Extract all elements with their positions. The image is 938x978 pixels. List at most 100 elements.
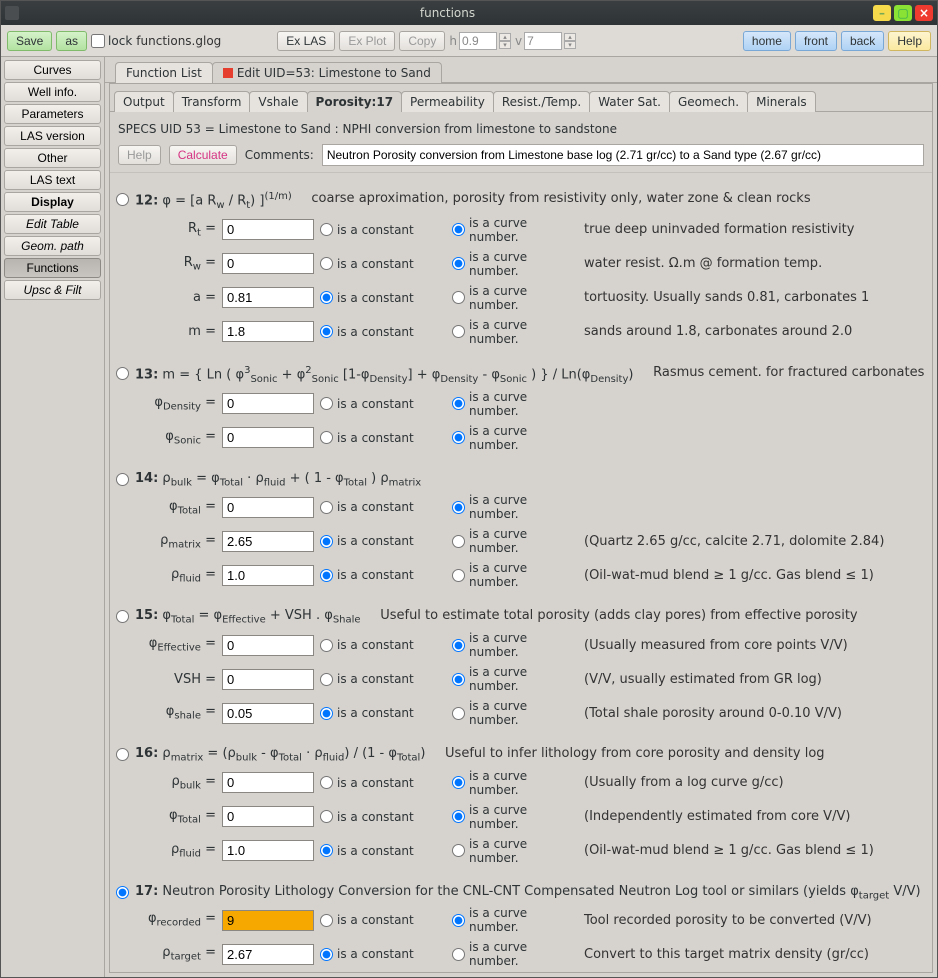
param-value-input[interactable] [222,531,314,552]
subtab-water-sat-[interactable]: Water Sat. [589,91,670,112]
sidebar-item-las-text[interactable]: LAS text [4,170,101,190]
is-constant-radio[interactable]: is a constant [320,325,446,339]
tab-edit-uid[interactable]: Edit UID=53: Limestone to Sand [212,62,442,83]
param-value-input[interactable] [222,772,314,793]
is-curve-radio[interactable]: is a curve number. [452,699,578,727]
window-close-button[interactable]: × [915,5,933,21]
param-value-input[interactable] [222,669,314,690]
inline-help-button[interactable]: Help [118,145,161,165]
param-value-input[interactable] [222,497,314,518]
help-button[interactable]: Help [888,31,931,51]
is-curve-radio[interactable]: is a curve number. [452,216,578,244]
copy-button[interactable]: Copy [399,31,445,51]
is-constant-radio[interactable]: is a constant [320,291,446,305]
is-constant-radio[interactable]: is a constant [320,672,446,686]
sidebar-item-functions[interactable]: Functions [4,258,101,278]
tab-function-list[interactable]: Function List [115,62,213,83]
equation-select-radio[interactable] [116,610,129,623]
param-value-input[interactable] [222,944,314,965]
is-constant-radio[interactable]: is a constant [320,776,446,790]
is-curve-radio[interactable]: is a curve number. [452,803,578,831]
param-value-input[interactable] [222,427,314,448]
is-constant-radio[interactable]: is a constant [320,947,446,961]
equation-select-radio[interactable] [116,193,129,206]
is-curve-radio[interactable]: is a curve number. [452,561,578,589]
comments-input[interactable] [322,144,924,166]
equations-scroll[interactable]: 12: φ = [a Rw / Rt) ](1/m) coarse aproxi… [110,172,932,972]
sidebar-item-edit-table[interactable]: Edit Table [4,214,101,234]
param-value-input[interactable] [222,219,314,240]
equation-select-radio[interactable] [116,473,129,486]
is-constant-radio[interactable]: is a constant [320,706,446,720]
back-button[interactable]: back [841,31,884,51]
is-constant-radio[interactable]: is a constant [320,257,446,271]
is-curve-radio[interactable]: is a curve number. [452,769,578,797]
lock-checkbox[interactable]: lock [91,34,132,48]
is-constant-radio[interactable]: is a constant [320,223,446,237]
is-constant-radio[interactable]: is a constant [320,844,446,858]
is-curve-radio[interactable]: is a curve number. [452,318,578,346]
is-curve-radio[interactable]: is a curve number. [452,424,578,452]
is-curve-radio[interactable]: is a curve number. [452,284,578,312]
sidebar-item-curves[interactable]: Curves [4,60,101,80]
sidebar-item-las-version[interactable]: LAS version [4,126,101,146]
equation-select-radio[interactable] [116,367,129,380]
is-curve-radio[interactable]: is a curve number. [452,837,578,865]
sidebar-item-geom-path[interactable]: Geom. path [4,236,101,256]
subtab-transform[interactable]: Transform [173,91,251,112]
is-constant-radio[interactable]: is a constant [320,500,446,514]
h-spinner[interactable]: h ▴▾ [449,32,511,50]
is-curve-radio[interactable]: is a curve number. [452,906,578,934]
sidebar-item-display[interactable]: Display [4,192,101,212]
param-value-input[interactable] [222,565,314,586]
param-value-input[interactable] [222,806,314,827]
sidebar-item-other[interactable]: Other [4,148,101,168]
ex-las-button[interactable]: Ex LAS [277,31,335,51]
save-button[interactable]: Save [7,31,52,51]
param-value-input[interactable] [222,635,314,656]
save-as-button[interactable]: as [56,31,87,51]
window-maximize-button[interactable]: ▢ [894,5,912,21]
subtab-permeability[interactable]: Permeability [401,91,494,112]
ex-plot-button[interactable]: Ex Plot [339,31,395,51]
subtab-vshale[interactable]: Vshale [249,91,307,112]
is-constant-radio[interactable]: is a constant [320,913,446,927]
is-curve-radio[interactable]: is a curve number. [452,665,578,693]
param-name: ρmatrix = [136,533,216,551]
is-constant-radio[interactable]: is a constant [320,638,446,652]
equation-select-radio[interactable] [116,886,129,899]
subtab-porosity-[interactable]: Porosity:17 [307,91,403,112]
is-constant-radio[interactable]: is a constant [320,431,446,445]
is-curve-radio[interactable]: is a curve number. [452,940,578,968]
param-value-input[interactable] [222,321,314,342]
param-value-input[interactable] [222,253,314,274]
equation-select-radio[interactable] [116,748,129,761]
param-value-input[interactable] [222,910,314,931]
subtab-minerals[interactable]: Minerals [747,91,816,112]
is-curve-radio[interactable]: is a curve number. [452,631,578,659]
subtab-output[interactable]: Output [114,91,174,112]
front-button[interactable]: front [795,31,837,51]
window-minimize-button[interactable]: – [873,5,891,21]
calculate-button[interactable]: Calculate [169,145,237,165]
v-spinner[interactable]: v ▴▾ [515,32,576,50]
is-curve-radio[interactable]: is a curve number. [452,527,578,555]
param-value-input[interactable] [222,287,314,308]
is-constant-radio[interactable]: is a constant [320,568,446,582]
param-value-input[interactable] [222,703,314,724]
subtab-resist-temp-[interactable]: Resist./Temp. [493,91,590,112]
home-button[interactable]: home [743,31,791,51]
sidebar-item-upsc-filt[interactable]: Upsc & Filt [4,280,101,300]
param-value-input[interactable] [222,393,314,414]
is-constant-radio[interactable]: is a constant [320,397,446,411]
sidebar-item-well-info-[interactable]: Well info. [4,82,101,102]
sidebar-item-parameters[interactable]: Parameters [4,104,101,124]
is-curve-radio[interactable]: is a curve number. [452,493,578,521]
param-name: φTotal = [136,499,216,517]
subtab-geomech-[interactable]: Geomech. [669,91,748,112]
is-constant-radio[interactable]: is a constant [320,810,446,824]
param-value-input[interactable] [222,840,314,861]
is-constant-radio[interactable]: is a constant [320,534,446,548]
is-curve-radio[interactable]: is a curve number. [452,390,578,418]
is-curve-radio[interactable]: is a curve number. [452,250,578,278]
